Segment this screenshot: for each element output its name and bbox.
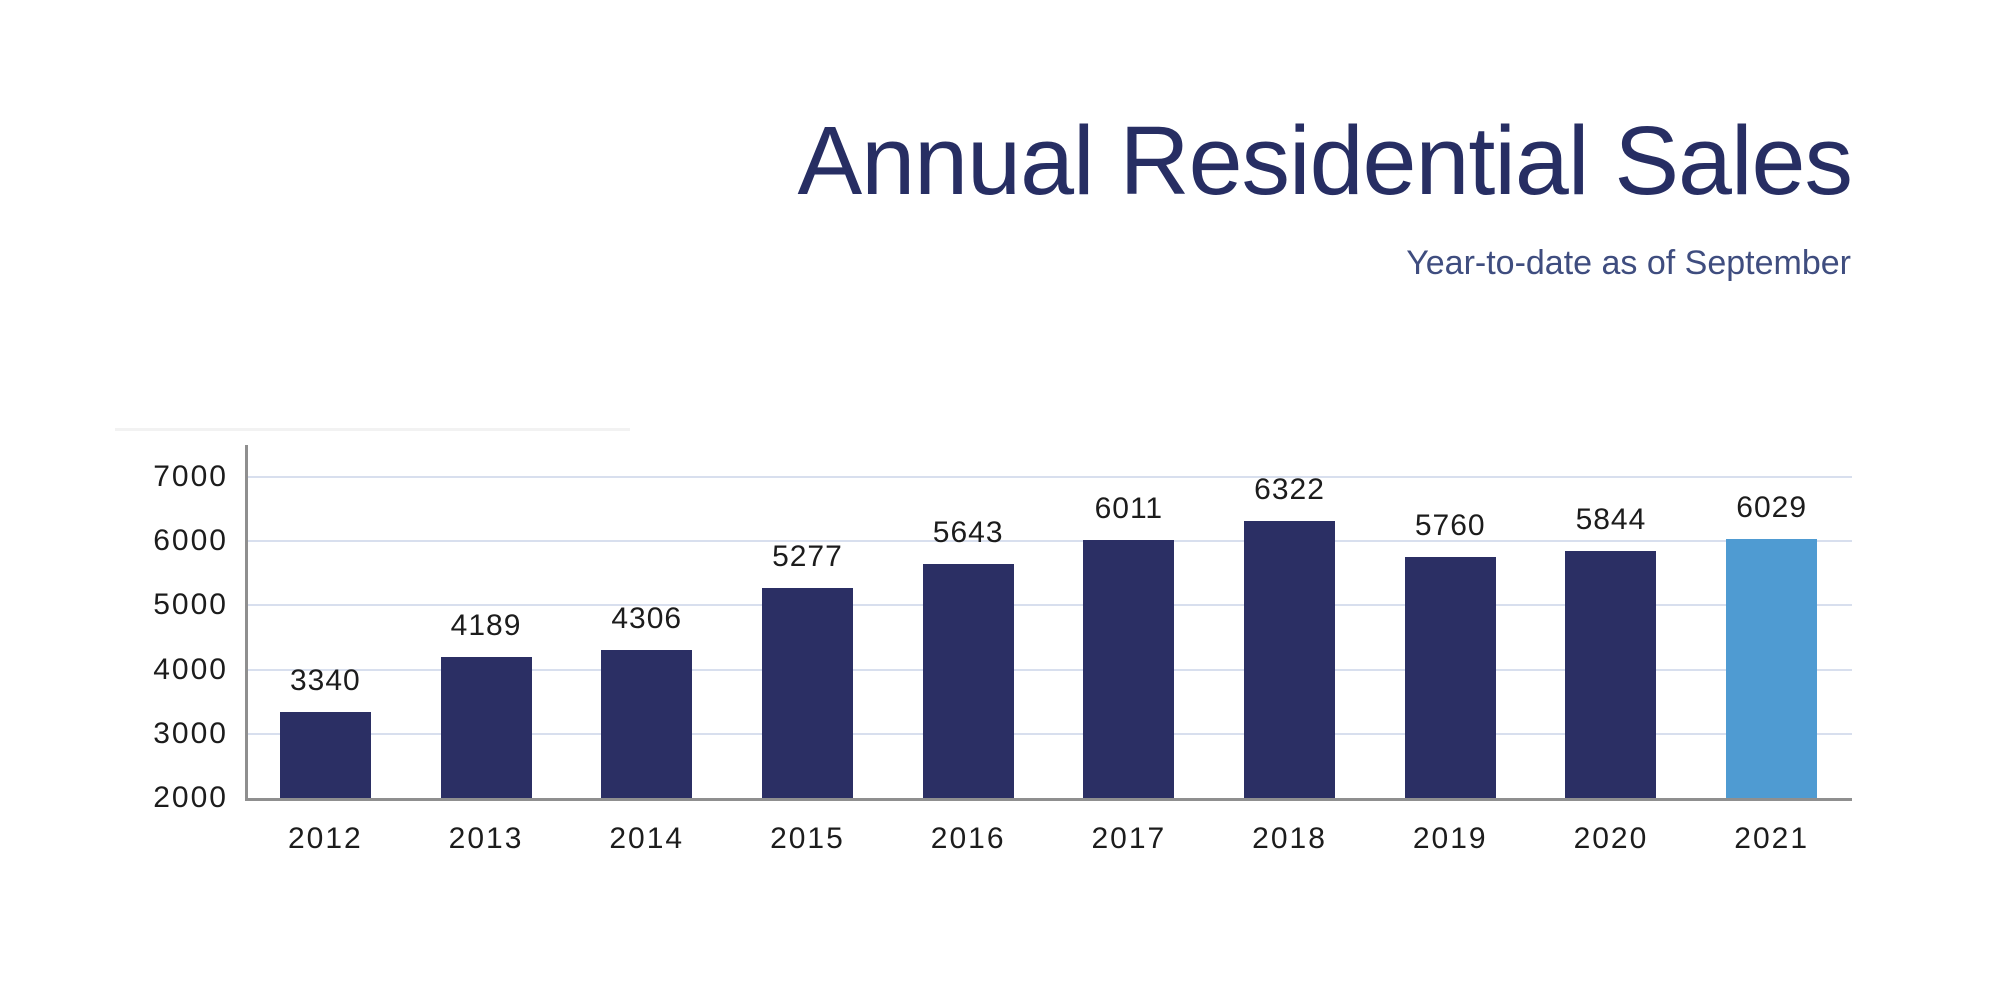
x-axis-tick-label: 2019 (1412, 822, 1488, 855)
y-axis-tick-label: 6000 (153, 524, 228, 558)
bar-2021 (1726, 539, 1818, 800)
bar-2017 (1083, 540, 1175, 800)
x-axis-tick-label: 2016 (930, 822, 1006, 855)
x-axis-tick-label: 2014 (609, 822, 685, 855)
bar-2013 (440, 657, 532, 800)
bar-value-label: 4306 (611, 602, 683, 635)
y-gridline (248, 604, 1852, 607)
y-gridline (248, 540, 1852, 543)
y-axis-tick-label: 3000 (153, 716, 228, 750)
y-gridline (248, 732, 1852, 735)
chart-subtitle: Year-to-date as of September (1406, 244, 1851, 282)
bar-2019 (1404, 557, 1496, 800)
y-gridline (248, 476, 1852, 478)
bar-value-label: 6029 (1736, 491, 1808, 524)
bar-2016 (922, 564, 1014, 800)
x-axis-tick-label: 2012 (287, 822, 363, 855)
bar-value-label: 5760 (1414, 509, 1486, 542)
y-axis-tick-label: 4000 (153, 652, 228, 686)
bar-value-label: 5277 (772, 540, 843, 573)
chart-title: Annual Residential Sales (797, 106, 1853, 215)
bar-2012 (279, 712, 371, 800)
x-axis-tick-label: 2013 (448, 822, 524, 855)
x-axis-tick-label: 2015 (770, 822, 845, 855)
x-axis-tick-label: 2018 (1252, 822, 1327, 855)
x-axis-tick-label: 2020 (1573, 822, 1649, 855)
y-axis-line (245, 445, 248, 801)
y-axis-tick-label: 5000 (153, 588, 228, 622)
bar-value-label: 6322 (1254, 473, 1325, 506)
chart-panel-top-edge (115, 428, 630, 431)
y-axis-tick-label: 7000 (153, 460, 228, 493)
bar-value-label: 5643 (932, 516, 1004, 549)
bar-2015 (761, 588, 853, 800)
bar-value-label: 5844 (1575, 503, 1647, 536)
x-axis-baseline (245, 798, 1852, 801)
bar-2014 (601, 650, 693, 800)
x-axis-tick-label: 2017 (1091, 822, 1167, 855)
x-axis-tick-label: 2021 (1734, 822, 1810, 855)
bar-2020 (1565, 551, 1657, 800)
bar-2018 (1244, 521, 1336, 800)
bar-value-label: 4189 (450, 609, 522, 642)
bar-value-label: 3340 (289, 664, 361, 697)
y-axis-tick-label: 2000 (153, 781, 228, 814)
bar-value-label: 6011 (1094, 492, 1164, 525)
y-gridline (248, 668, 1852, 671)
